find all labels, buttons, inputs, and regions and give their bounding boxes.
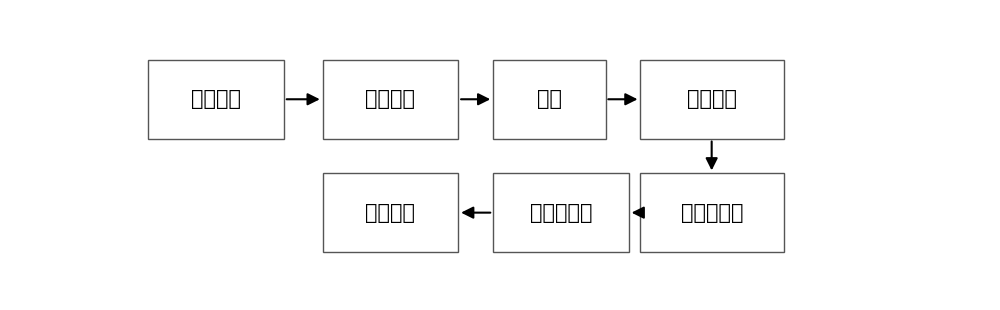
Text: 压滤: 压滤 [537, 89, 562, 109]
Text: 中和调节: 中和调节 [687, 89, 737, 109]
Bar [640, 60, 784, 139]
Text: 活性炭过滤: 活性炭过滤 [530, 203, 592, 223]
Text: 初级沉淀: 初级沉淀 [191, 89, 241, 109]
Text: 与碱反应: 与碱反应 [365, 89, 415, 109]
Bar [148, 60, 284, 139]
Bar [493, 60, 606, 139]
Bar [640, 173, 784, 252]
Bar [493, 173, 629, 252]
Text: 达标排水: 达标排水 [365, 203, 415, 223]
Bar [323, 60, 458, 139]
Text: 净水器净化: 净水器净化 [681, 203, 743, 223]
Bar [323, 173, 458, 252]
